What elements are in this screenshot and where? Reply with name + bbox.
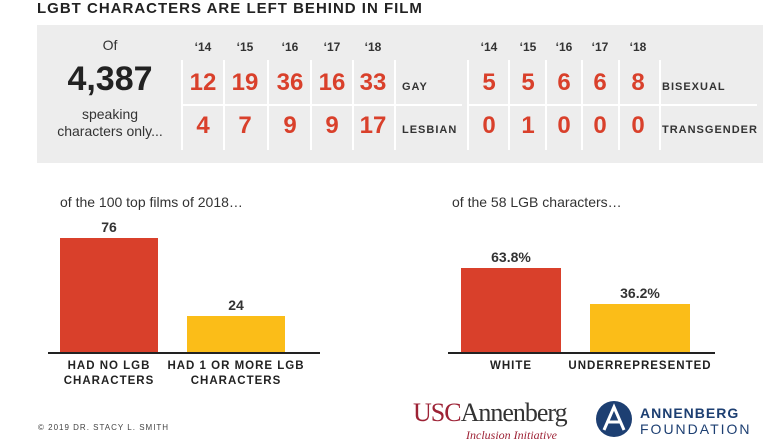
year-label: ‘16	[555, 40, 573, 54]
usc-logo: USCAnnenberg	[413, 398, 568, 428]
stats-panel	[37, 25, 763, 163]
count: 7	[238, 112, 252, 139]
initiative-text: Inclusion Initiative	[466, 428, 557, 442]
summary-post: speaking characters only...	[57, 106, 163, 139]
year-label: ‘14	[194, 40, 212, 54]
year-label: ‘15	[519, 40, 537, 54]
year-label: ‘14	[480, 40, 498, 54]
row-divider	[468, 104, 757, 106]
count: 6	[593, 69, 607, 96]
count: 1	[521, 112, 535, 139]
count: 17	[359, 112, 387, 139]
category-label: WHITE	[489, 360, 533, 372]
bar	[187, 316, 285, 352]
count: 9	[325, 112, 339, 139]
chart-subtitle: of the 100 top films of 2018…	[60, 194, 243, 210]
emblem-letter	[602, 403, 626, 431]
summary-pre: Of	[102, 37, 118, 53]
count: 19	[231, 69, 259, 96]
count: 5	[482, 69, 496, 96]
count: 0	[593, 112, 607, 139]
count: 8	[631, 69, 645, 96]
row-label: TRANSGENDER	[662, 124, 758, 136]
bar	[590, 304, 690, 352]
row-divider	[182, 104, 462, 106]
bar	[60, 238, 158, 352]
count: 4	[196, 112, 210, 139]
count: 0	[557, 112, 571, 139]
year-label: ‘18	[629, 40, 647, 54]
value-label: 36.2%	[620, 285, 660, 302]
copyright: © 2019 DR. STACY L. SMITH	[38, 423, 170, 432]
category-label: UNDERREPRESENTED	[568, 360, 712, 372]
count: 33	[359, 69, 387, 96]
title: LGBT CHARACTERS ARE LEFT BEHIND IN FILM	[37, 0, 423, 17]
annenberg-text: Annenberg	[460, 398, 568, 427]
count: 12	[189, 69, 217, 96]
count: 9	[283, 112, 297, 139]
count: 0	[631, 112, 645, 139]
count: 5	[521, 69, 535, 96]
chart-subtitle: of the 58 LGB characters…	[452, 194, 622, 210]
bar	[461, 267, 561, 352]
count: 36	[276, 69, 304, 96]
count: 0	[482, 112, 496, 139]
year-label: ‘16	[281, 40, 299, 54]
baseline	[48, 352, 320, 354]
summary-number: 4,387	[67, 60, 153, 98]
usc-text: USC	[413, 398, 462, 427]
value-label: 76	[101, 219, 117, 235]
year-label: ‘18	[364, 40, 382, 54]
baseline	[448, 352, 715, 354]
year-label: ‘17	[591, 40, 609, 54]
row-label: LESBIAN	[402, 124, 458, 136]
year-label: ‘17	[323, 40, 341, 54]
row-label: GAY	[402, 81, 428, 93]
row-label: BISEXUAL	[662, 81, 726, 93]
foundation-emblem	[596, 401, 632, 437]
count: 16	[318, 69, 346, 96]
count: 6	[557, 69, 571, 96]
foundation-1: ANNENBERG	[640, 405, 740, 421]
foundation-2: FOUNDATION	[640, 421, 752, 437]
category-label: HAD NO LGB CHARACTERS	[63, 360, 155, 387]
value-label: 63.8%	[491, 248, 531, 265]
category-label: HAD 1 OR MORE LGB CHARACTERS	[167, 360, 305, 387]
year-label: ‘15	[236, 40, 254, 54]
value-label: 24	[228, 297, 244, 313]
